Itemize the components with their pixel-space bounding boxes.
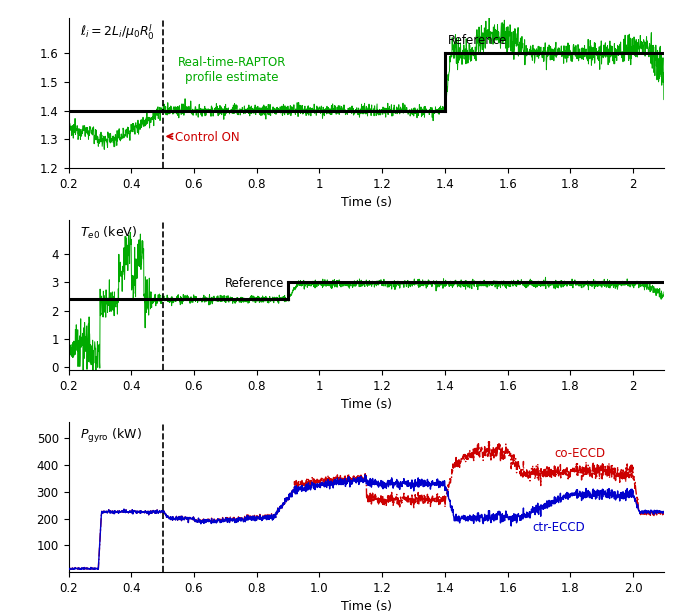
- Text: $T_{e0}$ (keV): $T_{e0}$ (keV): [80, 225, 138, 241]
- Text: co-ECCD: co-ECCD: [555, 446, 606, 459]
- Text: ctr-ECCD: ctr-ECCD: [533, 520, 586, 534]
- Text: Real-time-RAPTOR
profile estimate: Real-time-RAPTOR profile estimate: [177, 56, 286, 84]
- Text: Reference: Reference: [448, 34, 508, 47]
- Text: Reference: Reference: [225, 277, 285, 290]
- X-axis label: Time (s): Time (s): [341, 196, 392, 209]
- X-axis label: Time (s): Time (s): [341, 600, 392, 613]
- Text: $P_{\mathrm{gyro}}$ (kW): $P_{\mathrm{gyro}}$ (kW): [80, 427, 142, 445]
- X-axis label: Time (s): Time (s): [341, 399, 392, 411]
- Text: $\ell_i = 2L_i/\mu_0 R_0^l$: $\ell_i = 2L_i/\mu_0 R_0^l$: [80, 23, 155, 42]
- Text: Control ON: Control ON: [175, 132, 240, 145]
